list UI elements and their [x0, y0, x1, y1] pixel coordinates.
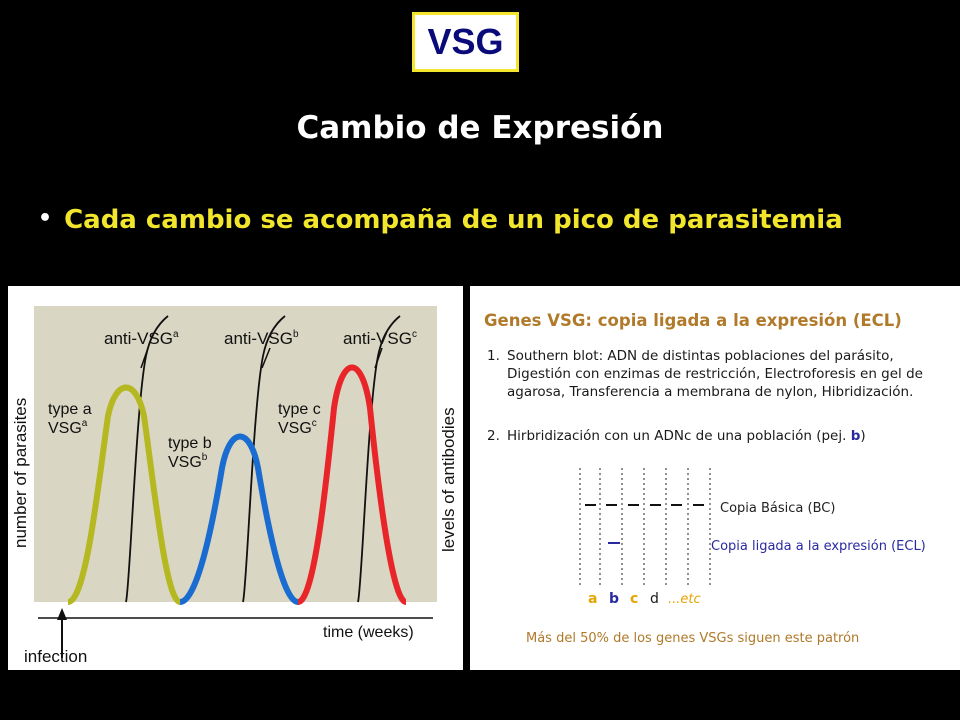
lane-label-a: a: [588, 591, 597, 607]
slide-title: Cambio de Expresión: [296, 110, 664, 146]
pointer-c: [374, 347, 383, 369]
step-1-line-1: Southern blot: ADN de distintas poblacio…: [507, 348, 894, 364]
step-2: 2. Hirbridización con un ADNc de una pob…: [487, 427, 952, 447]
antibody-curve-a: [125, 315, 169, 603]
antibody-curve-b: [242, 315, 286, 603]
x-axis-label: time (weeks): [323, 624, 414, 641]
step-1: 1. Southern blot: ADN de distintas pobla…: [487, 347, 952, 403]
lane-label-c: c: [630, 591, 638, 607]
step-1-number: 1.: [487, 348, 500, 364]
bullet-point: • Cada cambio se acompaña de un pico de p…: [38, 205, 843, 235]
step-2-text: Hirbridización con un ADNc de una poblac…: [507, 428, 866, 444]
infection-label: infection: [24, 647, 87, 666]
blot-lanes: [579, 468, 711, 586]
parasite-wave-a: [66, 384, 182, 605]
lane-label-b: b: [609, 591, 619, 607]
pointer-a: [140, 347, 149, 369]
lane-label-d: d: [650, 591, 659, 607]
parasitemia-figure: anti-VSGa anti-VSGb anti-VSGc type a VSGa…: [8, 286, 463, 670]
bullet-icon: •: [38, 206, 53, 231]
antibody-curve-c: [357, 315, 401, 603]
antibody-label-b: anti-VSGb: [224, 329, 299, 348]
y-axis-left-label: number of parasites: [11, 398, 30, 548]
infection-arrow-icon: [57, 608, 67, 620]
antibody-label-a: anti-VSGa: [104, 329, 179, 348]
step-1-line-3: agarosa, Transferencia a membrana de nyl…: [507, 384, 914, 400]
lane-label-etc: ...etc: [668, 592, 701, 607]
step-1-line-2: Digestión con enzimas de restricción, El…: [507, 366, 923, 382]
parasite-wave-c: [296, 364, 408, 605]
type-label-a: type a VSGa: [48, 401, 92, 437]
ecl-label: Copia ligada a la expresión (ECL): [711, 539, 926, 554]
panel-title: Genes VSG: copia ligada a la expresión (…: [484, 311, 902, 330]
acronym-box: VSG: [412, 12, 519, 72]
pointer-b: [261, 347, 271, 369]
parasite-wave-b: [179, 433, 300, 605]
antibody-label-c: anti-VSGc: [343, 329, 417, 348]
blot-diagram: Copia Básica (BC) Copia ligada a la expr…: [526, 468, 926, 646]
bc-label: Copia Básica (BC): [720, 501, 835, 516]
bullet-text: Cada cambio se acompaña de un pico de pa…: [64, 205, 843, 235]
step-2-number: 2.: [487, 428, 500, 444]
southern-blot-panel: Genes VSG: copia ligada a la expresión (…: [470, 286, 960, 670]
footnote: Más del 50% de los genes VSGs siguen est…: [526, 631, 859, 646]
type-label-c: type c VSGc: [278, 401, 321, 437]
type-label-b: type b VSGb: [168, 435, 212, 471]
parasitemia-diagram: anti-VSGa anti-VSGb anti-VSGc type a VSGa…: [11, 306, 458, 666]
y-axis-right-label: levels of antibodies: [439, 407, 458, 552]
